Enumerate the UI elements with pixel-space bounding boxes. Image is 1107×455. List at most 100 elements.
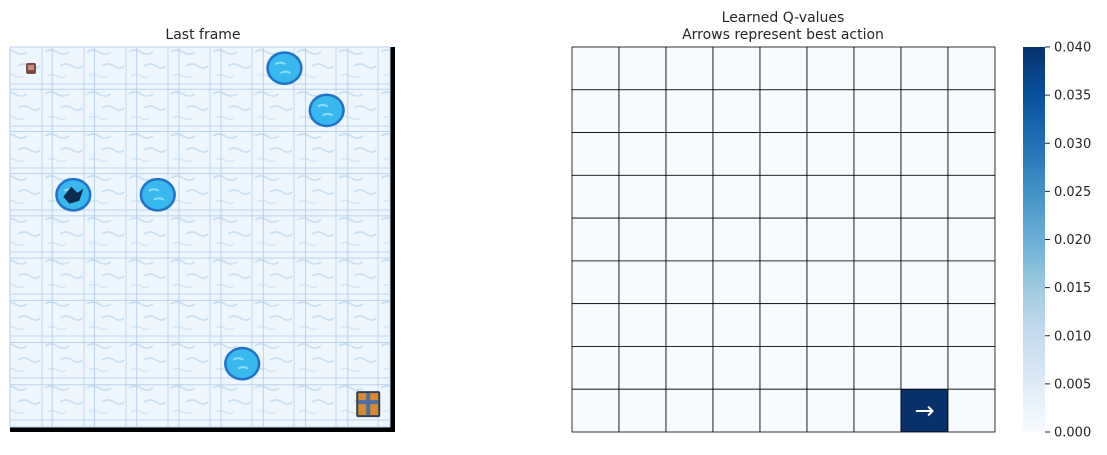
colorbar — [1023, 47, 1045, 432]
last-frame-image — [9, 46, 395, 432]
heatmap-cell — [806, 217, 855, 262]
ice-hole — [55, 177, 92, 212]
heatmap-cell — [853, 260, 902, 305]
heatmap-cell — [759, 260, 808, 305]
goal-present — [356, 391, 381, 418]
heatmap-cell — [618, 174, 667, 219]
heatmap-cell — [618, 346, 667, 390]
heatmap-cell — [618, 217, 667, 262]
heatmap-cell — [618, 260, 667, 305]
colorbar-tick-label: 0.000 — [1054, 426, 1091, 441]
heatmap-cell — [571, 303, 620, 347]
heatmap-cell — [900, 346, 949, 390]
heatmap-cell — [712, 260, 761, 305]
colorbar-tick-label: 0.030 — [1054, 137, 1091, 152]
colorbar-tick-label: 0.010 — [1054, 329, 1091, 344]
colorbar-tick-label: 0.035 — [1054, 89, 1091, 104]
heatmap-cell — [712, 303, 761, 347]
heatmap-cell — [900, 260, 949, 305]
heatmap-cell — [947, 260, 996, 305]
heatmap-cell — [665, 174, 714, 219]
heatmap-cell — [900, 217, 949, 262]
heatmap-cell — [900, 303, 949, 347]
heatmap-cell — [853, 388, 902, 433]
colorbar-tick-label: 0.015 — [1054, 281, 1091, 296]
heatmap-cell — [712, 174, 761, 219]
heatmap-cell — [665, 46, 714, 91]
heatmap-cell — [853, 174, 902, 219]
heatmap-cell — [571, 388, 620, 433]
heatmap-cell — [853, 346, 902, 390]
q-value-heatmap: → — [571, 46, 996, 433]
colorbar-tick-label: 0.005 — [1054, 377, 1091, 392]
frame-title: Last frame — [165, 27, 240, 43]
heatmap-cell — [806, 303, 855, 347]
heatmap-cell — [571, 132, 620, 176]
heatmap-cell — [759, 46, 808, 91]
heatmap-cell — [571, 260, 620, 305]
heatmap-cell — [853, 217, 902, 262]
heatmap-cell — [947, 174, 996, 219]
ice-hole — [308, 93, 345, 128]
heatmap-cell — [759, 174, 808, 219]
heatmap-cell — [806, 346, 855, 390]
heatmap-cell — [900, 174, 949, 219]
frame-shadow-right — [390, 47, 395, 432]
heatmap-cell — [665, 346, 714, 390]
heatmap-cell — [900, 46, 949, 91]
heatmap-title: Learned Q-values — [722, 10, 845, 26]
heatmap-cell — [618, 89, 667, 133]
heatmap-cell — [806, 388, 855, 433]
heatmap-cell — [853, 303, 902, 347]
heatmap-cell — [618, 388, 667, 433]
heatmap-cell — [853, 46, 902, 91]
heatmap-cell — [947, 346, 996, 390]
heatmap-cell — [947, 46, 996, 91]
heatmap-subtitle: Arrows represent best action — [682, 27, 884, 43]
heatmap-cell — [712, 217, 761, 262]
colorbar-ticks: 0.000 0.005 0.010 0.015 0.020 0.025 0.030 0.035… — [1045, 41, 1091, 441]
player-sprite — [26, 63, 37, 75]
best-action-arrow: → — [914, 397, 934, 425]
heatmap-cell — [665, 89, 714, 133]
heatmap-cell — [947, 89, 996, 133]
heatmap-cell — [806, 46, 855, 91]
heatmap-cell — [665, 132, 714, 176]
heatmap-cell — [665, 260, 714, 305]
heatmap-cell — [571, 174, 620, 219]
colorbar-tick-label: 0.040 — [1054, 41, 1091, 56]
ice-hole — [266, 51, 303, 85]
heatmap-cell — [759, 303, 808, 347]
heatmap-cell — [665, 388, 714, 433]
colorbar-tick-label: 0.020 — [1054, 233, 1091, 248]
colorbar-tick-label: 0.025 — [1054, 185, 1091, 200]
heatmap-cell — [712, 132, 761, 176]
heatmap-cell — [571, 46, 620, 91]
heatmap-cell — [853, 89, 902, 133]
heatmap-cell — [712, 346, 761, 390]
ice-hole — [224, 346, 261, 381]
heatmap-cell — [618, 303, 667, 347]
heatmap-cell — [900, 89, 949, 133]
heatmap-cell — [947, 303, 996, 347]
heatmap-cell — [571, 89, 620, 133]
heatmap-cell — [900, 132, 949, 176]
frame-shadow-bottom — [10, 427, 395, 432]
heatmap-cell — [900, 388, 949, 433]
heatmap-cell — [806, 89, 855, 133]
heatmap-cell — [759, 346, 808, 390]
heatmap-cell — [665, 217, 714, 262]
heatmap-cell — [759, 217, 808, 262]
heatmap-cell — [571, 346, 620, 390]
heatmap-cell — [806, 132, 855, 176]
heatmap-cell — [759, 89, 808, 133]
heatmap-cell — [712, 89, 761, 133]
heatmap-cell — [665, 303, 714, 347]
heatmap-cell — [947, 217, 996, 262]
heatmap-cell — [618, 46, 667, 91]
heatmap-cell — [806, 174, 855, 219]
heatmap-cell — [759, 132, 808, 176]
heatmap-cell — [806, 260, 855, 305]
